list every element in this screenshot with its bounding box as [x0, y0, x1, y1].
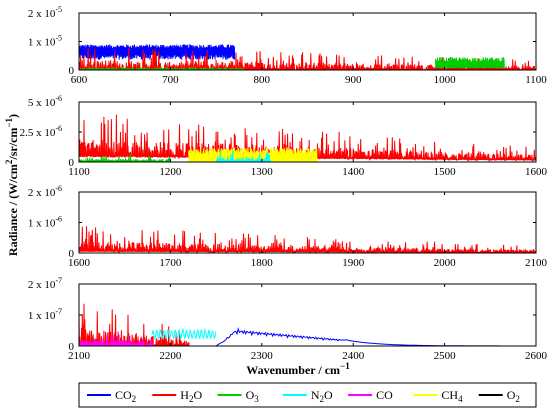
series-group [79, 226, 536, 253]
y-tick-label: 2 x 10-6 [28, 184, 62, 199]
x-tick-label: 1100 [525, 74, 547, 86]
x-tick-label: 700 [162, 74, 179, 86]
x-tick-label: 1400 [342, 166, 365, 178]
x-tick-label: 2500 [434, 350, 457, 362]
x-tick-label: 1900 [342, 257, 365, 269]
series-line-co [79, 331, 153, 346]
y-tick-label: 2 x 10-5 [28, 5, 62, 20]
x-tick-label: 1000 [434, 74, 457, 86]
x-tick-label: 2300 [251, 350, 274, 362]
y-tick-label: 5 x 10-6 [28, 94, 62, 109]
legend-label: O2 [507, 388, 520, 404]
y-tick-label: 0 [69, 341, 75, 353]
x-tick-label: 1600 [68, 257, 91, 269]
panel-2: 1100 1200 1300 1400 1500 1600 0 2.5 x 10-6 5 x 1… [20, 94, 548, 178]
plot-area [79, 284, 536, 346]
y-tick-label: 0 [69, 248, 75, 260]
y-tick-label: 1 x 10-7 [28, 307, 62, 322]
x-axis-label: Wavenumber / cm−1 [246, 361, 350, 377]
legend: CO2 H2O O3 N2O CO CH4 O2 [78, 382, 537, 408]
y-axis-label: Radiance / (W/cm2/sr/cm−1) [4, 114, 20, 256]
x-tick-label: 1800 [251, 257, 274, 269]
x-tick-label: 2100 [68, 350, 91, 362]
legend-label: N2O [311, 388, 333, 404]
x-tick-label: 1700 [159, 257, 182, 269]
legend-label: CH4 [441, 388, 463, 404]
series-line-o3 [435, 57, 505, 69]
panel-3: 1600 1700 1800 1900 2000 2100 0 1 x 10-6 2 x 10-… [28, 184, 548, 269]
x-tick-label: 1600 [525, 166, 548, 178]
series-line-n2o [151, 327, 217, 340]
x-tick-label: 1200 [159, 166, 182, 178]
panel-1: 600 700 800 900 1000 1100 0 1 x 10-5 2 x 10-5 [28, 5, 547, 86]
series-group [79, 114, 536, 162]
x-tick-label: 2000 [434, 257, 457, 269]
series-line-co2 [79, 44, 236, 60]
x-tick-label: 2400 [342, 350, 365, 362]
y-tick-label: 2.5 x 10-6 [20, 124, 62, 139]
legend-label: CO [376, 388, 393, 402]
series-line-ch4 [188, 147, 318, 162]
legend-box [78, 382, 537, 408]
x-tick-label: 2100 [525, 257, 548, 269]
x-tick-label: 1300 [251, 166, 274, 178]
x-tick-label: 1100 [68, 166, 90, 178]
x-tick-label: 1500 [434, 166, 457, 178]
y-tick-label: 1 x 10-6 [28, 215, 62, 230]
x-tick-label: 600 [71, 74, 88, 86]
series-line-h2o [79, 226, 536, 253]
legend-label: O3 [246, 388, 260, 404]
x-tick-label: 2600 [525, 350, 548, 362]
x-tick-label: 2200 [159, 350, 182, 362]
legend-label: CO2 [115, 388, 136, 404]
x-tick-label: 900 [345, 74, 362, 86]
legend-label: H2O [180, 388, 202, 404]
y-tick-label: 1 x 10-5 [28, 34, 62, 49]
y-tick-label: 0 [69, 65, 75, 77]
panel-4: 2100 2200 2300 2400 2500 2600 0 1 x 10-7 2 x 10-… [28, 276, 548, 362]
x-tick-label: 800 [254, 74, 271, 86]
y-tick-label: 0 [69, 157, 75, 169]
y-tick-label: 2 x 10-7 [28, 276, 62, 291]
